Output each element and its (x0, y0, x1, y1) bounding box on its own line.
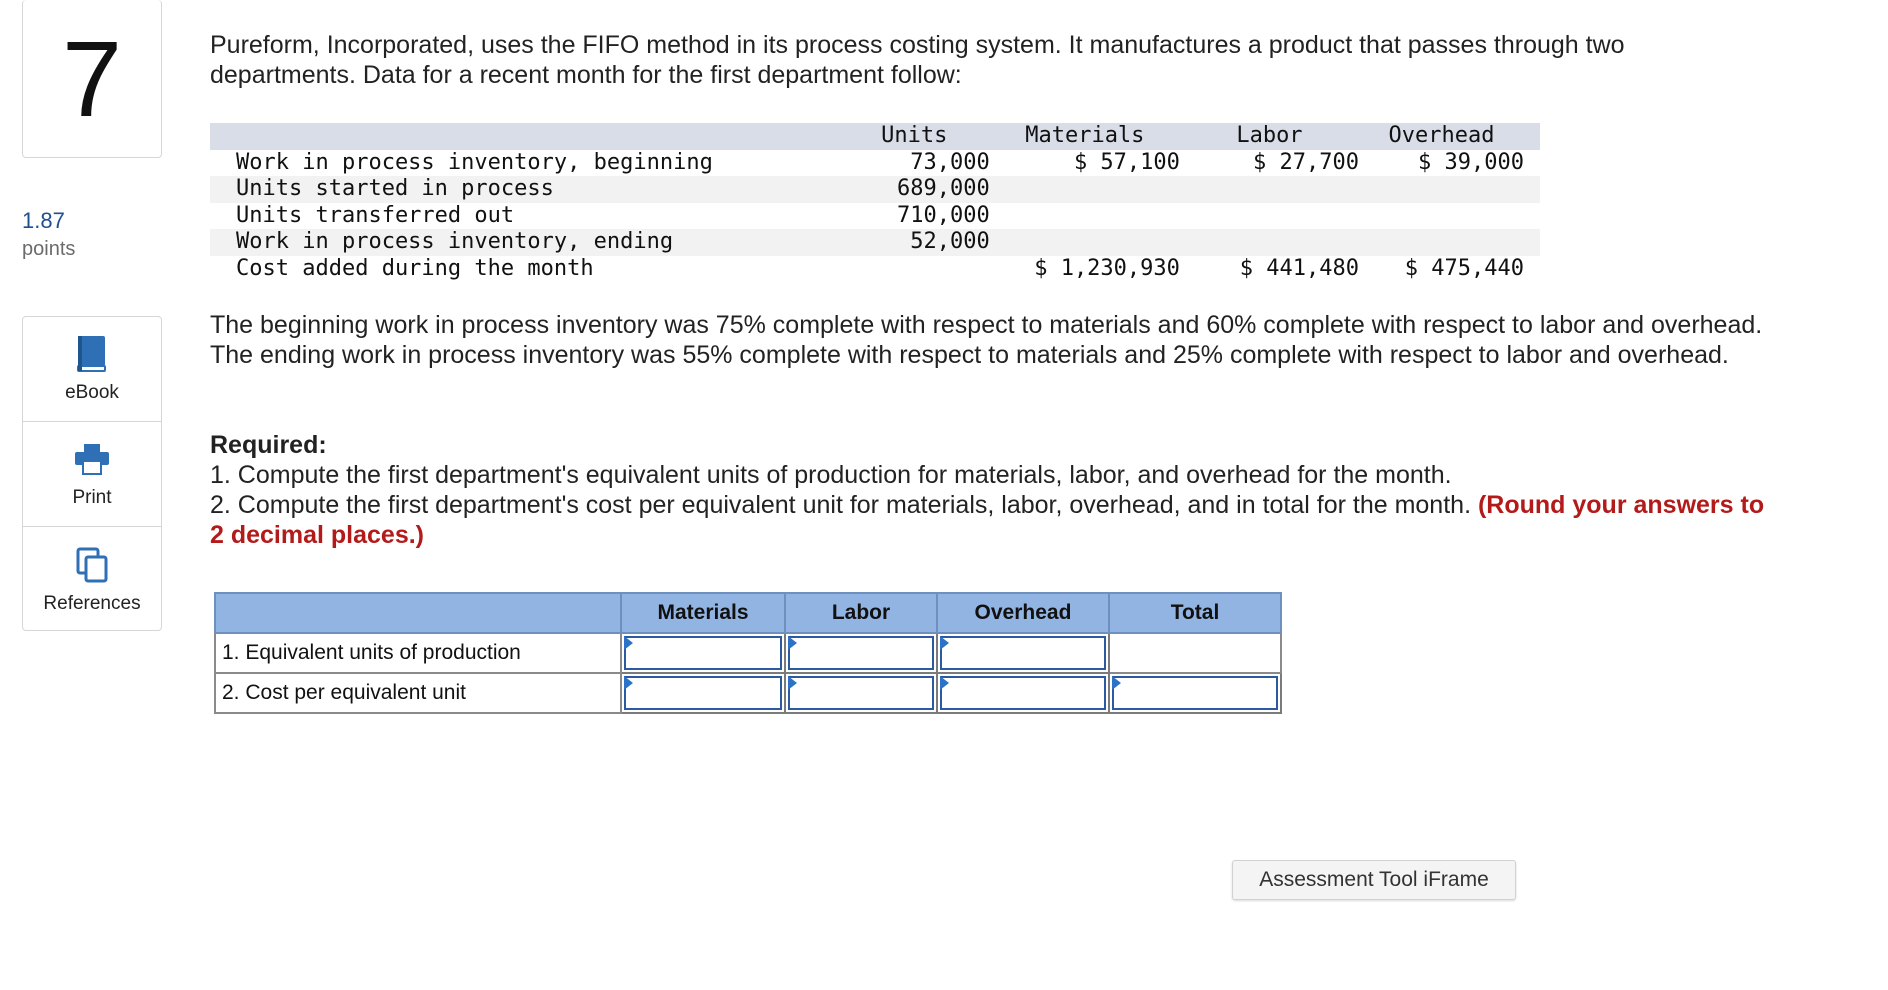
header-units: Units (881, 123, 948, 149)
row-units: 52,000 (910, 229, 990, 255)
row-units (839, 256, 990, 283)
row-units: 710,000 (897, 202, 990, 228)
answer-cell (784, 632, 938, 674)
row-label: Work in process inventory, beginning (236, 149, 713, 175)
row-labor (1180, 229, 1359, 256)
row-label: Cost added during the month (236, 255, 594, 281)
references-button[interactable]: References (23, 527, 161, 632)
table-row: Cost added during the month $ 1,230,930 … (210, 255, 1540, 283)
row-materials: $ 1,230,930 (1034, 255, 1180, 281)
answer-row: 2. Cost per equivalent unit (214, 672, 1282, 714)
required-heading: Required: (210, 431, 327, 459)
row-overhead (1359, 203, 1540, 230)
answer-row-label: 2. Cost per equivalent unit (214, 672, 622, 714)
points-value: 1.87 (22, 208, 65, 233)
answer-row-label: 1. Equivalent units of production (214, 632, 622, 674)
row-materials (990, 229, 1180, 256)
points-label: points (22, 238, 76, 260)
answer-cell (936, 632, 1110, 674)
question-number-box: 7 (22, 0, 162, 158)
header-overhead: Overhead (1388, 123, 1495, 149)
row-labor: $ 27,700 (1253, 149, 1359, 175)
equiv-units-materials-input[interactable] (624, 636, 782, 670)
header-materials: Materials (1025, 123, 1145, 149)
question-number: 7 (61, 17, 123, 139)
cost-per-unit-labor-input[interactable] (788, 676, 934, 710)
required-item-1: 1. Compute the first department's equiva… (210, 461, 1452, 489)
print-label: Print (72, 487, 112, 508)
answer-cell (620, 672, 786, 714)
header-label (210, 123, 839, 150)
answer-cell (620, 632, 786, 674)
data-table: Units Materials Labor Overhead Work in p… (210, 123, 1540, 282)
table-row: Work in process inventory, beginning 73,… (210, 149, 1540, 176)
data-table-wrap: Units Materials Labor Overhead Work in p… (210, 123, 1540, 282)
ebook-button[interactable]: eBook (23, 317, 161, 422)
intro-text: Pureform, Incorporated, uses the FIFO me… (210, 31, 1625, 89)
completion-text: The beginning work in process inventory … (210, 311, 1763, 369)
table-row: Units started in process 689,000 (210, 176, 1540, 203)
answer-header-overhead: Overhead (936, 592, 1110, 634)
answer-cell (1108, 672, 1282, 714)
assessment-tool-iframe-button[interactable]: Assessment Tool iFrame (1232, 860, 1516, 900)
row-materials: $ 57,100 (1073, 149, 1180, 175)
answer-row: 1. Equivalent units of production (214, 632, 1282, 674)
row-label: Units started in process (236, 176, 554, 202)
required-section: Required: 1. Compute the first departmen… (210, 430, 1850, 550)
answer-cell (936, 672, 1110, 714)
row-overhead: $ 39,000 (1418, 149, 1524, 175)
answer-header-total: Total (1108, 592, 1282, 634)
equiv-units-total-cell (1108, 632, 1282, 674)
row-label: Units transferred out (236, 202, 515, 228)
data-table-header: Units Materials Labor Overhead (210, 123, 1540, 150)
answer-cell (784, 672, 938, 714)
answer-header-labor: Labor (784, 592, 938, 634)
row-overhead (1359, 176, 1540, 203)
equiv-units-overhead-input[interactable] (940, 636, 1106, 670)
references-label: References (43, 592, 141, 614)
tools-panel: eBook Print References (22, 316, 162, 631)
answer-header-blank (214, 592, 622, 634)
required-item-2: 2. Compute the first department's cost p… (210, 491, 1472, 519)
header-labor: Labor (1236, 123, 1303, 149)
equiv-units-labor-input[interactable] (788, 636, 934, 670)
row-materials (990, 203, 1180, 230)
cost-per-unit-materials-input[interactable] (624, 676, 782, 710)
row-materials (990, 176, 1180, 203)
answer-header-materials: Materials (620, 592, 786, 634)
rounding-note: (Round your answers to 2 decimal places.… (210, 491, 1765, 549)
row-labor (1180, 203, 1359, 230)
book-icon (76, 334, 108, 374)
row-labor (1180, 176, 1359, 203)
print-button[interactable]: Print (23, 422, 161, 527)
row-overhead (1359, 229, 1540, 256)
cost-per-unit-overhead-input[interactable] (940, 676, 1106, 710)
row-label: Work in process inventory, ending (236, 229, 674, 255)
answer-table: Materials Labor Overhead Total 1. Equiva… (214, 592, 1282, 714)
cost-per-unit-total-input[interactable] (1112, 676, 1278, 710)
answer-header-row: Materials Labor Overhead Total (214, 592, 1282, 634)
row-units: 689,000 (897, 176, 990, 202)
row-labor: $ 441,480 (1239, 255, 1359, 281)
copy-icon (75, 545, 109, 585)
table-row: Units transferred out 710,000 (210, 202, 1540, 230)
table-row: Work in process inventory, ending 52,000 (210, 229, 1540, 256)
question-content: Pureform, Incorporated, uses the FIFO me… (210, 30, 1850, 90)
row-units: 73,000 (910, 149, 990, 175)
row-overhead: $ 475,440 (1404, 255, 1524, 281)
ebook-label: eBook (65, 382, 119, 403)
printer-icon (74, 439, 110, 479)
